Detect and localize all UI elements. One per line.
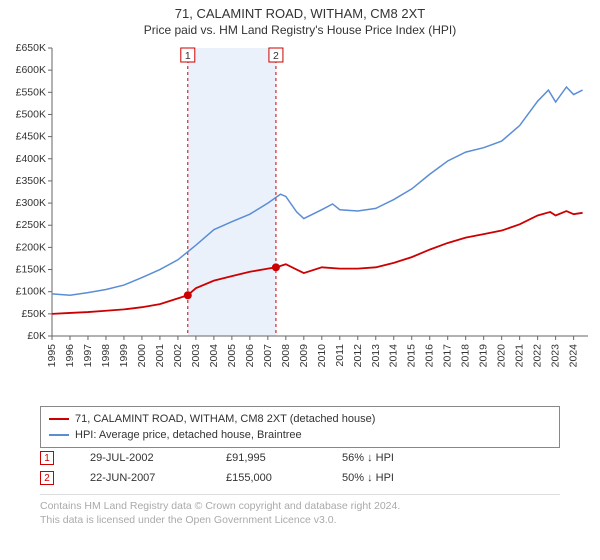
- marker-date: 22-JUN-2007: [90, 472, 190, 484]
- price-chart: £0K £50K £100K £150K £200K £250K £300K £350K £40…: [0, 40, 600, 400]
- y-tick-label: £600K: [16, 64, 46, 76]
- x-tick-label: 2008: [280, 344, 292, 368]
- y-tick-label: £550K: [16, 86, 46, 98]
- y-tick-label: £250K: [16, 219, 46, 231]
- legend-label: HPI: Average price, detached house, Brai…: [75, 429, 302, 441]
- x-tick-label: 2016: [424, 344, 436, 368]
- marker-id-box: 2: [40, 471, 54, 485]
- x-tick-label: 2001: [154, 344, 166, 368]
- x-tick-label: 1996: [64, 344, 76, 368]
- x-tick-label: 1995: [46, 344, 58, 368]
- x-tick-label: 2009: [298, 344, 310, 368]
- series-hpi: [52, 87, 583, 295]
- y-tick-label: £200K: [16, 241, 46, 253]
- x-tick-label: 2005: [226, 344, 238, 368]
- marker-table: 1 29-JUL-2002 £91,995 56% ↓ HPI 2 22-JUN-2007…: [40, 448, 560, 488]
- legend-row: HPI: Average price, detached house, Brai…: [49, 427, 551, 443]
- x-tick-label: 2017: [442, 344, 454, 368]
- legend-row: 71, CALAMINT ROAD, WITHAM, CM8 2XT (deta…: [49, 411, 551, 427]
- marker-id-box: 1: [40, 451, 54, 465]
- marker-relative: 50% ↓ HPI: [342, 472, 442, 484]
- chart-title: 71, CALAMINT ROAD, WITHAM, CM8 2XT: [0, 0, 600, 21]
- marker-box-label: 2: [273, 50, 279, 62]
- x-tick-label: 2024: [568, 344, 580, 368]
- x-tick-label: 2004: [208, 344, 220, 368]
- x-tick-label: 2000: [136, 344, 148, 368]
- y-tick-label: £650K: [16, 42, 46, 54]
- footer-line: This data is licensed under the Open Gov…: [40, 513, 560, 527]
- footer-line: Contains HM Land Registry data © Crown c…: [40, 499, 560, 513]
- x-tick-label: 2022: [532, 344, 544, 368]
- marker-row: 1 29-JUL-2002 £91,995 56% ↓ HPI: [40, 448, 560, 468]
- marker-row: 2 22-JUN-2007 £155,000 50% ↓ HPI: [40, 468, 560, 488]
- y-tick-label: £150K: [16, 264, 46, 276]
- marker-date: 29-JUL-2002: [90, 452, 190, 464]
- series-property: [52, 211, 583, 314]
- x-tick-label: 2012: [352, 344, 364, 368]
- marker-box-label: 1: [185, 50, 191, 62]
- y-tick-label: £350K: [16, 175, 46, 187]
- x-tick-label: 2010: [316, 344, 328, 368]
- x-tick-label: 1999: [118, 344, 130, 368]
- sale-dot: [272, 263, 280, 271]
- y-tick-label: £450K: [16, 131, 46, 143]
- marker-relative: 56% ↓ HPI: [342, 452, 442, 464]
- x-tick-label: 2002: [172, 344, 184, 368]
- legend-swatch: [49, 434, 69, 436]
- x-tick-label: 1998: [100, 344, 112, 368]
- x-tick-label: 2019: [478, 344, 490, 368]
- y-tick-label: £500K: [16, 108, 46, 120]
- x-tick-label: 2020: [496, 344, 508, 368]
- y-tick-label: £300K: [16, 197, 46, 209]
- highlight-band: [188, 48, 276, 336]
- y-tick-label: £100K: [16, 286, 46, 298]
- legend-box: 71, CALAMINT ROAD, WITHAM, CM8 2XT (deta…: [40, 406, 560, 448]
- x-tick-label: 2023: [550, 344, 562, 368]
- x-tick-label: 2014: [388, 344, 400, 368]
- x-tick-label: 2003: [190, 344, 202, 368]
- marker-price: £91,995: [226, 452, 306, 464]
- x-tick-label: 2007: [262, 344, 274, 368]
- x-tick-label: 2021: [514, 344, 526, 368]
- x-tick-label: 2018: [460, 344, 472, 368]
- legend-label: 71, CALAMINT ROAD, WITHAM, CM8 2XT (deta…: [75, 413, 375, 425]
- chart-subtitle: Price paid vs. HM Land Registry's House …: [0, 21, 600, 37]
- x-tick-label: 1997: [82, 344, 94, 368]
- y-tick-label: £0K: [27, 330, 46, 342]
- legend-swatch: [49, 418, 69, 420]
- y-tick-label: £50K: [21, 308, 46, 320]
- x-tick-label: 2015: [406, 344, 418, 368]
- footer-attribution: Contains HM Land Registry data © Crown c…: [40, 494, 560, 527]
- y-tick-label: £400K: [16, 153, 46, 165]
- x-tick-label: 2011: [334, 344, 346, 367]
- x-tick-label: 2013: [370, 344, 382, 368]
- marker-price: £155,000: [226, 472, 306, 484]
- x-tick-label: 2006: [244, 344, 256, 368]
- sale-dot: [184, 291, 192, 299]
